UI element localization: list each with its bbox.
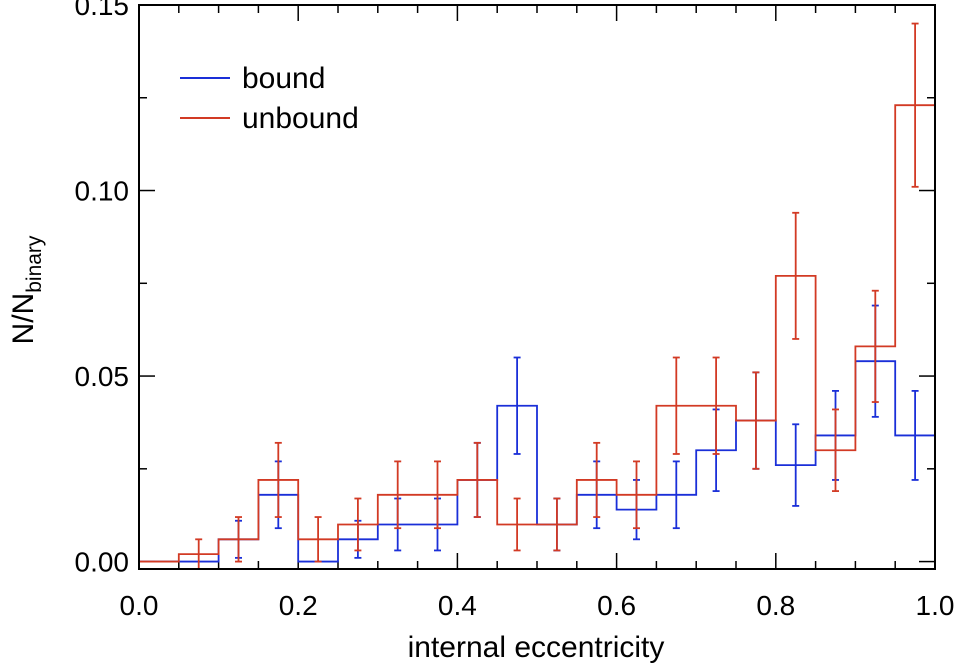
legend: bound unbound (180, 62, 359, 135)
legend-label-bound: bound (242, 62, 325, 95)
x-tick-label: 0.8 (756, 590, 795, 621)
x-tick-label: 1.0 (916, 590, 955, 621)
series-layer (139, 22, 936, 570)
frame-layer (138, 4, 936, 570)
y-tick-label: 0.10 (75, 176, 130, 207)
y-axis-title: N/Nbinary (7, 235, 46, 344)
x-tick-label: 0.6 (597, 590, 636, 621)
y-tick-label: 0.00 (75, 547, 130, 578)
y-tick-label: 0.15 (75, 0, 130, 21)
x-tick-label: 0.2 (279, 590, 318, 621)
tick-label-layer: 0.0 0.2 0.4 0.6 0.8 1.0 0.00 0.05 0.10 0.15 (75, 0, 955, 621)
axes-layer (138, 4, 936, 569)
x-tick-label: 0.4 (438, 590, 477, 621)
y-tick-label: 0.05 (75, 361, 130, 392)
x-tick-label: 0.0 (120, 590, 159, 621)
legend-label-unbound: unbound (242, 102, 359, 135)
y-axis-title-sub: binary (23, 235, 46, 293)
y-axis-title-main: N/N (7, 293, 40, 345)
x-axis-title: internal eccentricity (408, 631, 665, 664)
plot-frame (138, 4, 936, 570)
